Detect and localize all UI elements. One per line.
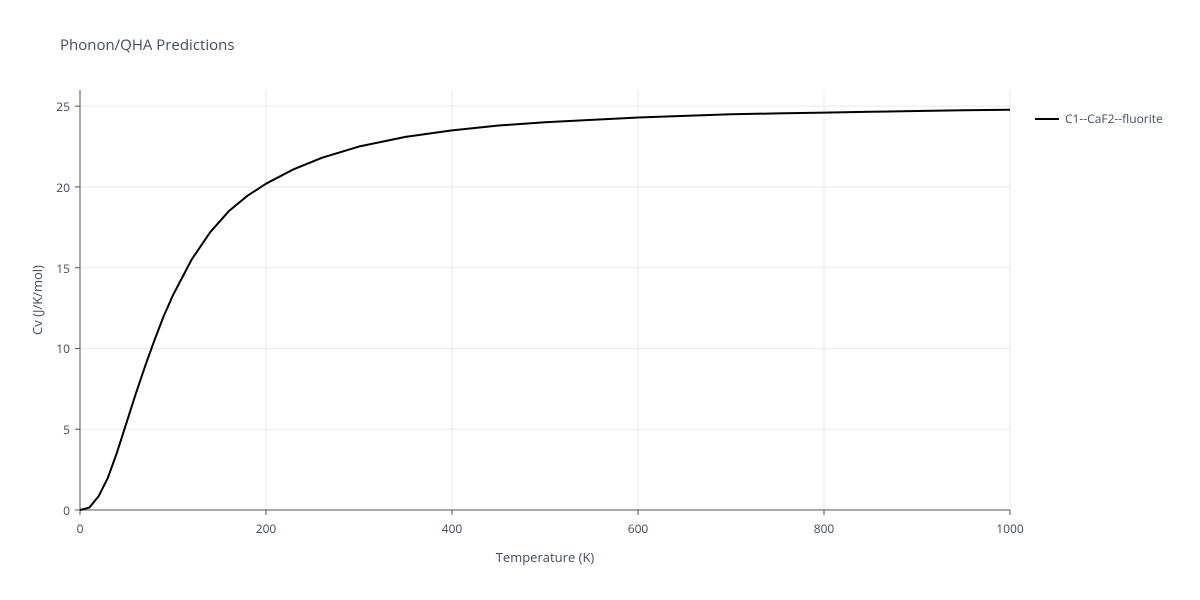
y-tick-label: 10 bbox=[40, 340, 70, 357]
x-tick-label: 800 bbox=[804, 520, 844, 537]
y-tick-label: 5 bbox=[40, 421, 70, 438]
x-tick-label: 0 bbox=[60, 520, 100, 537]
y-tick-label: 0 bbox=[40, 502, 70, 519]
x-tick-label: 400 bbox=[432, 520, 472, 537]
y-tick-label: 20 bbox=[40, 179, 70, 196]
plot-area bbox=[0, 0, 1200, 600]
y-tick-label: 25 bbox=[40, 98, 70, 115]
x-tick-label: 600 bbox=[618, 520, 658, 537]
x-tick-label: 200 bbox=[246, 520, 286, 537]
y-tick-label: 15 bbox=[40, 260, 70, 277]
legend-label: C1--CaF2--fluorite bbox=[1065, 110, 1163, 127]
legend: C1--CaF2--fluorite bbox=[1035, 110, 1163, 127]
legend-swatch bbox=[1035, 118, 1059, 120]
chart-container: Phonon/QHA Predictions Temperature (K) C… bbox=[0, 0, 1200, 600]
x-axis-label: Temperature (K) bbox=[0, 548, 1090, 566]
x-tick-label: 1000 bbox=[990, 520, 1030, 537]
